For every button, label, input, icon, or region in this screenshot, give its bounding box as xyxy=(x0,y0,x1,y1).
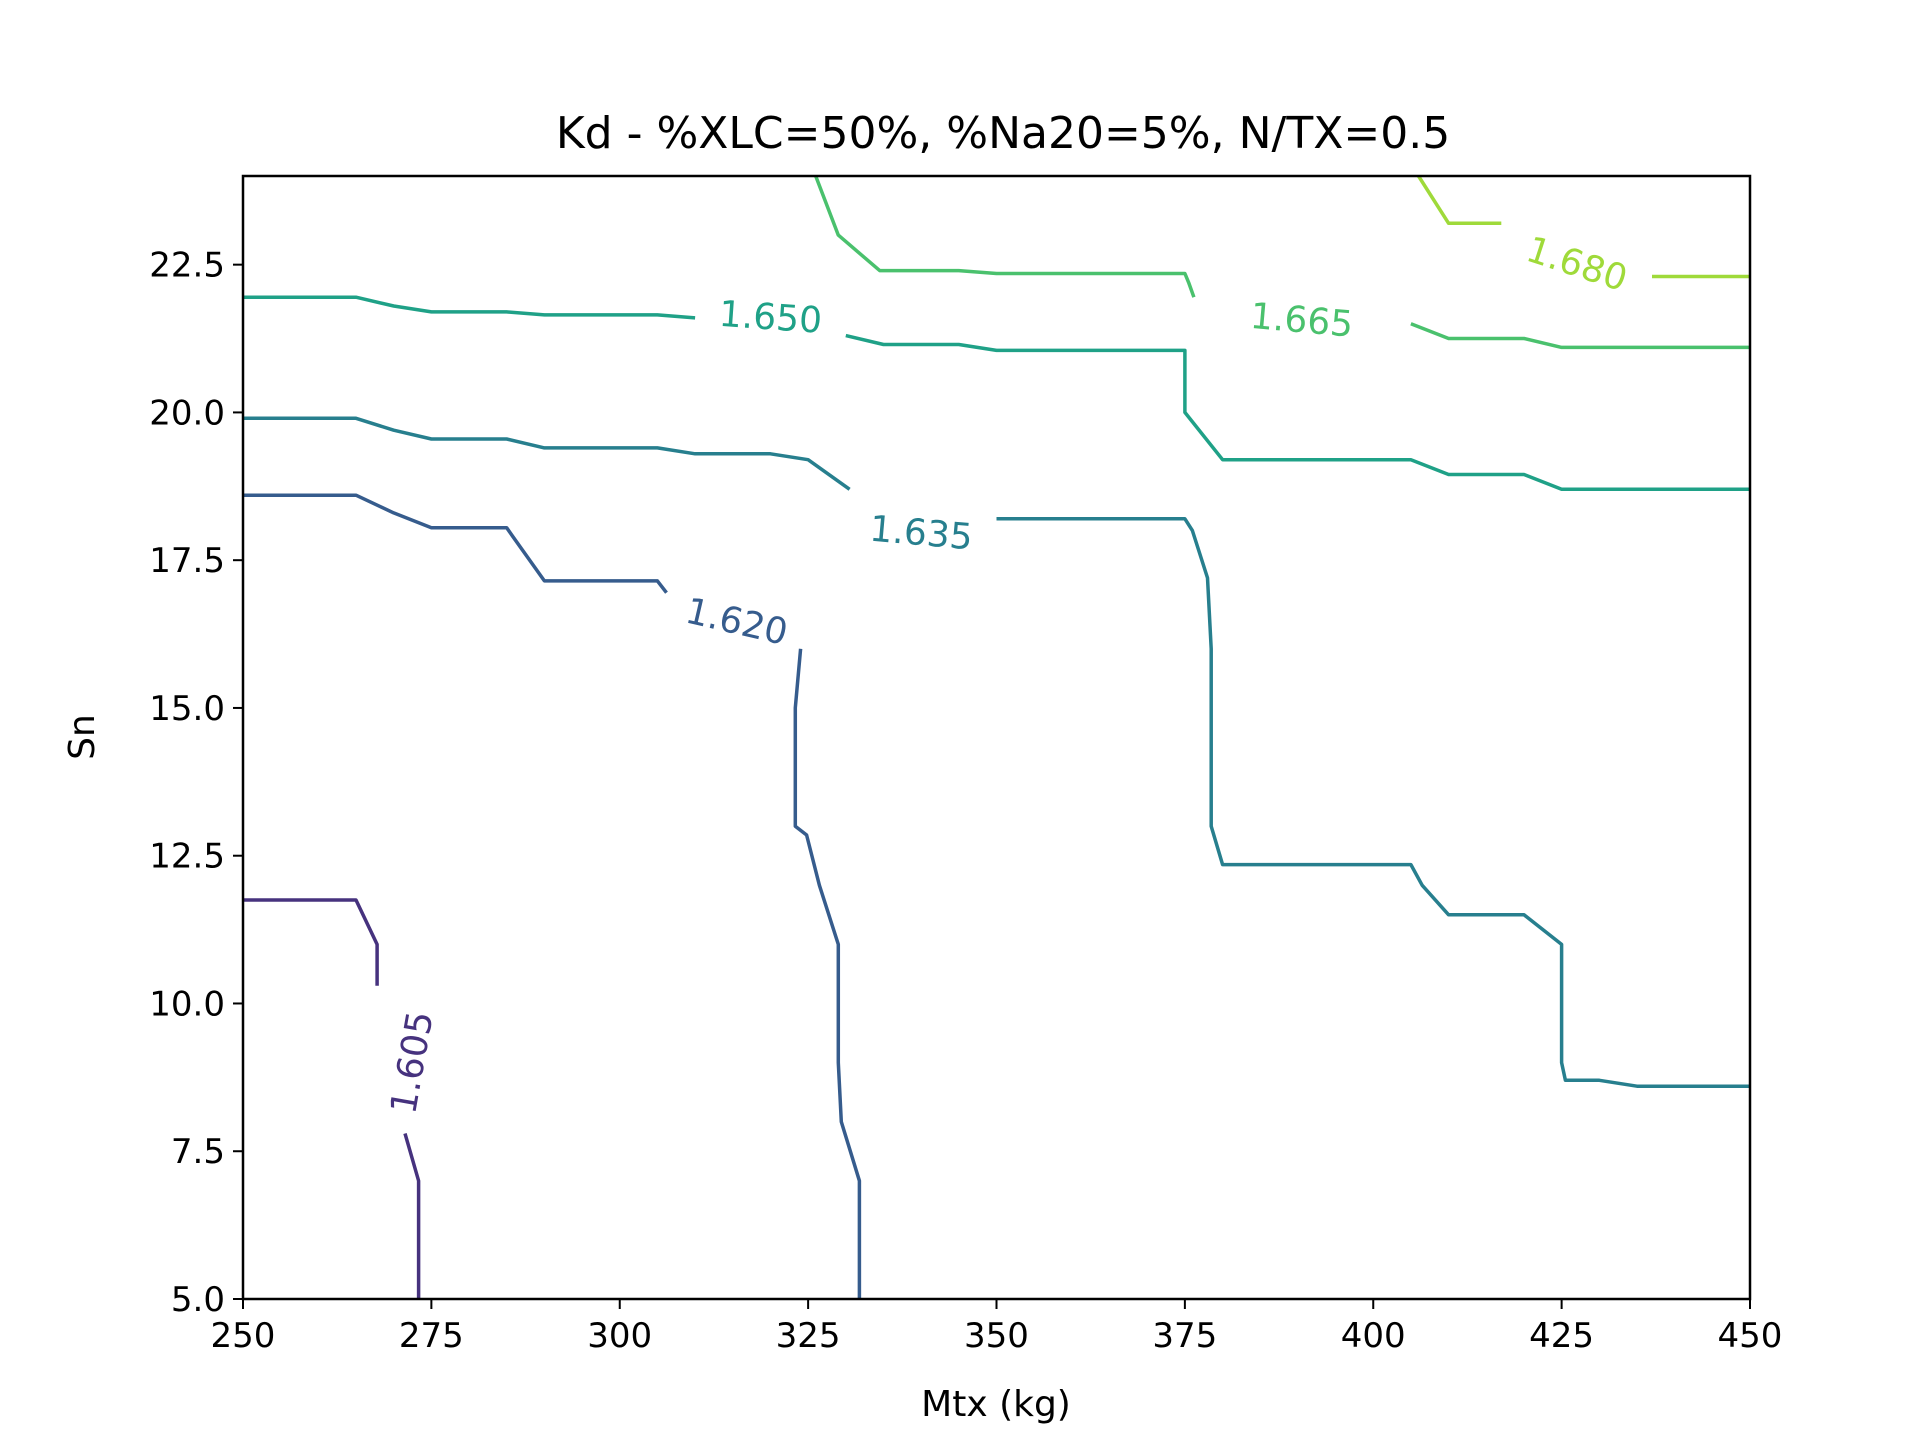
contour-line-1_680-segment-0 xyxy=(1417,175,1502,226)
contour-label: 1.680 xyxy=(1521,229,1632,300)
y-tick-label: 22.5 xyxy=(149,246,225,286)
x-tick-label: 250 xyxy=(211,1316,276,1356)
y-axis: 5.0 7.5 10.0 12.5 15.0 17.5 20.0 22.5 xyxy=(149,246,243,1320)
y-tick-label: 10.0 xyxy=(149,984,225,1024)
y-axis-label: Sn xyxy=(62,714,103,760)
x-tick-label: 300 xyxy=(587,1316,652,1356)
y-tick-label: 5.0 xyxy=(171,1280,225,1320)
contour-lines xyxy=(243,175,1750,1299)
x-tick-label: 425 xyxy=(1529,1316,1594,1356)
contour-line-1_650-segment-0 xyxy=(243,295,696,320)
y-tick-label: 20.0 xyxy=(149,393,225,433)
x-tick-label: 375 xyxy=(1152,1316,1217,1356)
contour-label: 1.605 xyxy=(383,1008,441,1117)
contour-label: 1.665 xyxy=(1249,296,1355,346)
x-tick-label: 325 xyxy=(776,1316,841,1356)
x-axis: 250 275 300 325 350 375 400 425 450 xyxy=(211,1299,1783,1356)
y-tick-label: 15.0 xyxy=(149,689,225,729)
contour-line-1_635-segment-1 xyxy=(996,517,1750,1088)
x-tick-label: 400 xyxy=(1341,1316,1406,1356)
contour-line-1_650-segment-1 xyxy=(845,333,1750,492)
y-tick-label: 7.5 xyxy=(171,1132,225,1172)
x-tick-label: 275 xyxy=(399,1316,464,1356)
contour-label: 1.635 xyxy=(868,509,974,559)
contour-label: 1.620 xyxy=(682,591,792,654)
contour-line-1_665-segment-1 xyxy=(1410,322,1750,350)
contour-labels: 1.605 1.620 1.635 1.650 1.665 1.680 xyxy=(383,229,1632,1117)
contour-line-1_665-segment-0 xyxy=(814,175,1196,298)
x-tick-label: 350 xyxy=(964,1316,1029,1356)
contour-line-1_620-segment-1 xyxy=(793,648,862,1299)
x-tick-label: 450 xyxy=(1718,1316,1783,1356)
y-tick-label: 12.5 xyxy=(149,837,225,877)
y-tick-label: 17.5 xyxy=(149,541,225,581)
contour-line-1_605-segment-0 xyxy=(243,898,379,986)
contour-line-1_635-segment-0 xyxy=(243,416,851,491)
contour-line-1_605-segment-1 xyxy=(403,1133,421,1299)
plot-area-frame xyxy=(241,174,1752,1301)
contour-label: 1.650 xyxy=(718,294,824,342)
x-axis-label: Mtx (kg) xyxy=(921,1384,1071,1425)
chart-title: Kd - %XLC=50%, %Na20=5%, N/TX=0.5 xyxy=(556,108,1450,159)
contour-line-1_620-segment-0 xyxy=(243,493,668,594)
